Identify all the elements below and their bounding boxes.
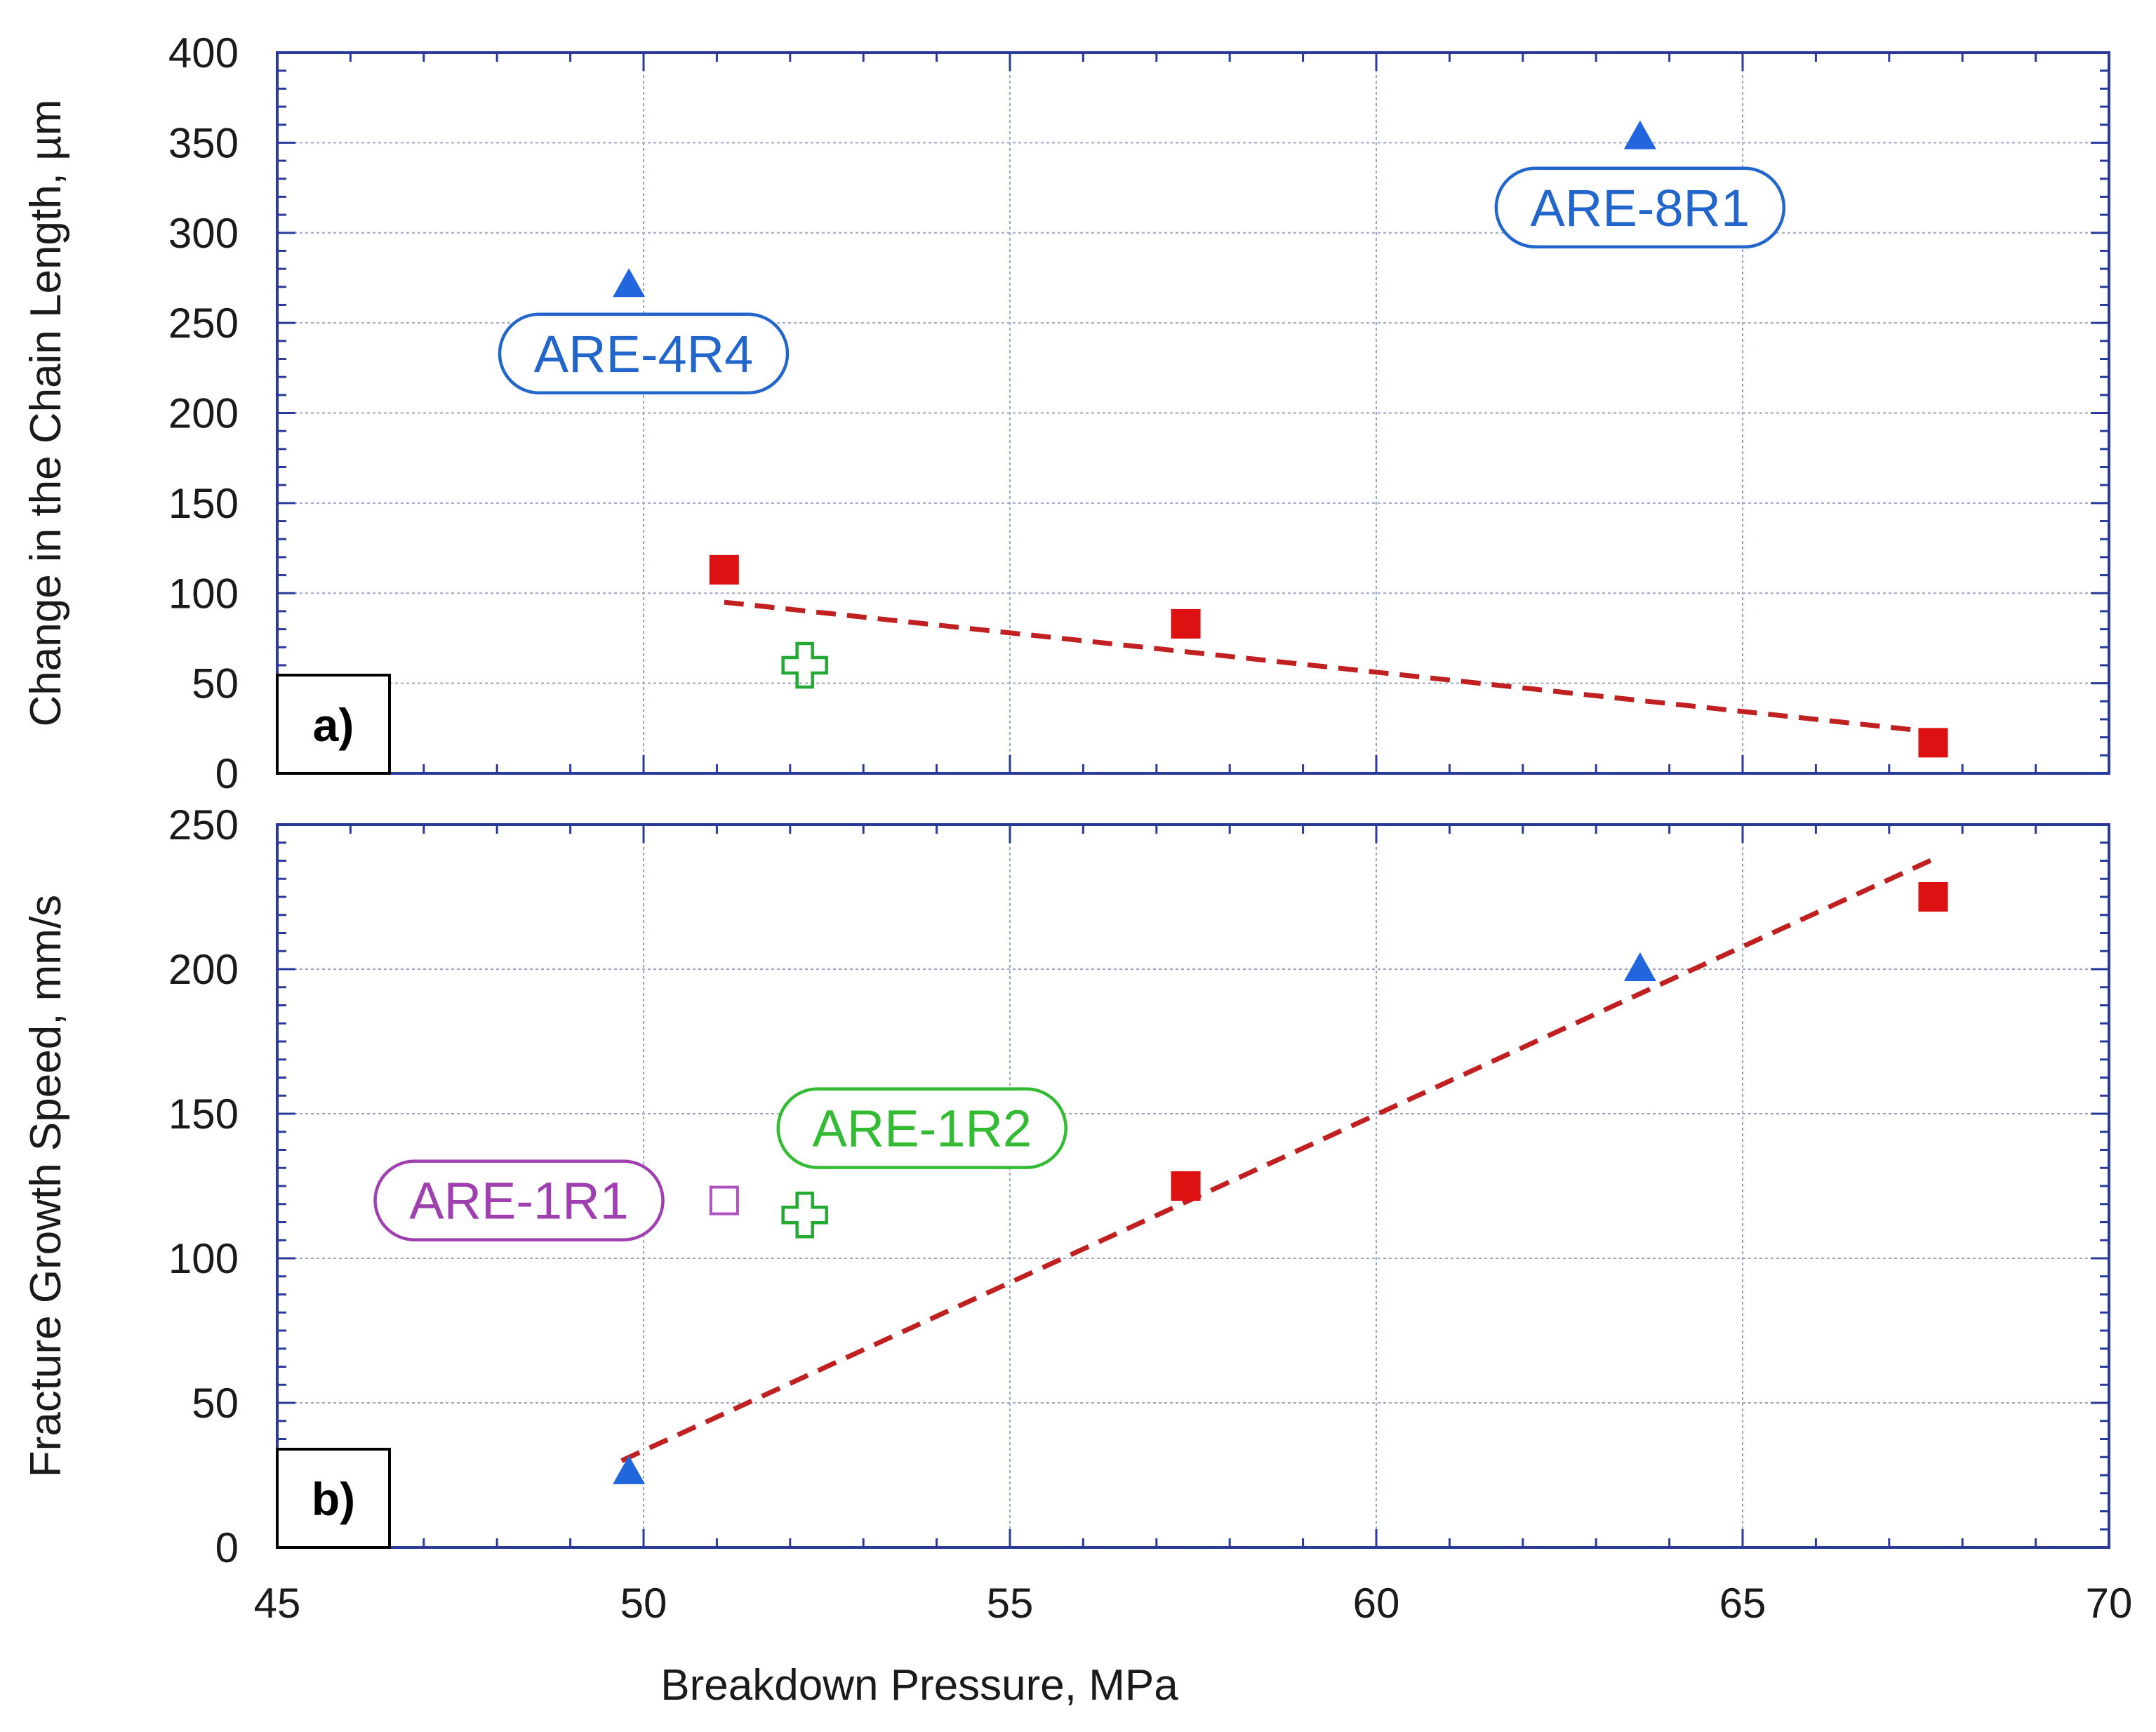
y-tick-label: 200 xyxy=(168,946,239,993)
y-tick-label: 250 xyxy=(168,801,239,848)
y-tick-label: 400 xyxy=(168,29,239,76)
y-tick-label: 150 xyxy=(168,1091,239,1138)
callout-label: ARE-4R4 xyxy=(534,325,754,383)
panel-tag-box xyxy=(276,674,391,775)
data-point-blue-triangle xyxy=(1623,952,1656,981)
data-point-red-square xyxy=(1171,608,1201,639)
callout-box xyxy=(498,312,790,395)
trendline xyxy=(620,857,1934,1463)
data-point-blue-triangle xyxy=(613,1455,646,1484)
x-tick-label: 55 xyxy=(987,1580,1034,1627)
x-tick-label: 50 xyxy=(620,1580,667,1627)
y-tick-label: 50 xyxy=(192,1380,239,1427)
y-axis-title: Fracture Growth Speed, mm/s xyxy=(22,895,70,1477)
data-point-red-square xyxy=(1918,882,1948,912)
data-point-red-square xyxy=(709,554,739,585)
y-tick-label: 50 xyxy=(192,660,239,707)
y-tick-label: 300 xyxy=(168,210,239,257)
y-tick-label: 250 xyxy=(168,300,239,347)
y-tick-label: 350 xyxy=(168,119,239,166)
x-axis-title: Breakdown Pressure, MPa xyxy=(660,1661,1178,1710)
y-tick-label: 100 xyxy=(168,570,239,617)
panel-a: 0 50 100 150 200 250 300 350 400 Change in the Ch… xyxy=(22,29,2110,797)
x-tick-label: 45 xyxy=(254,1580,301,1627)
y-tick-label: 0 xyxy=(215,750,239,797)
callout-label: ARE-8R1 xyxy=(1531,179,1750,237)
data-point-blue-triangle xyxy=(613,268,646,298)
panel-tag-box xyxy=(276,1448,391,1549)
data-point-blue-triangle xyxy=(1623,120,1656,149)
callout-box xyxy=(1494,166,1786,249)
panel-b: 0 50 100 150 200 250 45 50 55 60 65 70 Fracture Grow… xyxy=(22,801,2132,1627)
panel-tag-label: b) xyxy=(312,1473,355,1525)
plot-frame xyxy=(276,51,2110,775)
trendline xyxy=(724,599,1934,735)
x-tick-label: 60 xyxy=(1353,1580,1400,1627)
panel-tag-label: a) xyxy=(313,699,354,751)
callout-box xyxy=(776,1087,1067,1169)
data-point-green-cross xyxy=(781,1191,828,1239)
y-tick-label: 100 xyxy=(168,1235,239,1282)
callout-label: ARE-1R2 xyxy=(812,1100,1032,1158)
x-tick-label: 70 xyxy=(2086,1580,2133,1627)
x-tick-label: 65 xyxy=(1719,1580,1766,1627)
y-tick-label: 150 xyxy=(168,480,239,527)
y-tick-label: 200 xyxy=(168,390,239,437)
y-axis-title: Change in the Chain Length, µm xyxy=(22,100,70,727)
data-point-red-square xyxy=(1918,728,1948,758)
plot-frame xyxy=(276,823,2110,1549)
callout-label: ARE-1R1 xyxy=(409,1172,629,1230)
data-point-red-square xyxy=(1171,1171,1201,1201)
data-point-magenta-square xyxy=(709,1185,739,1215)
callout-box xyxy=(373,1159,665,1241)
data-point-green-cross xyxy=(781,641,828,689)
y-tick-label: 0 xyxy=(215,1524,239,1571)
